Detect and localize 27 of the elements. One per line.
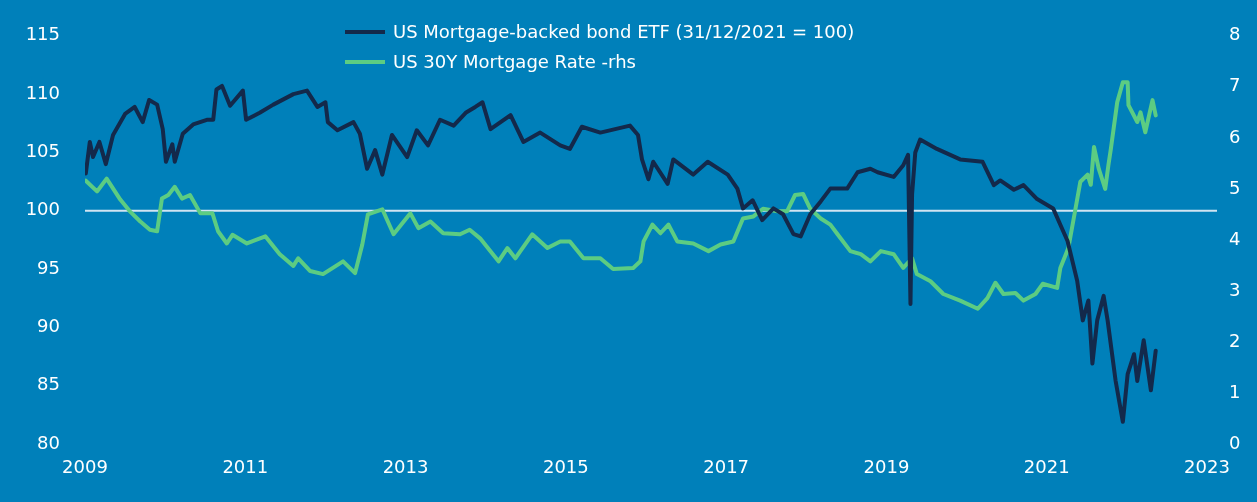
y-tick-label: 85: [37, 373, 60, 395]
y2-tick-label: 7: [1229, 74, 1241, 96]
y2-tick-label: 1: [1229, 380, 1241, 402]
y-tick-label: 95: [37, 256, 60, 278]
x-tick-label: 2013: [382, 456, 429, 478]
y-tick-label: 110: [25, 81, 60, 103]
x-tick-label: 2015: [542, 456, 589, 478]
y2-tick-label: 2: [1229, 329, 1241, 351]
legend-label: US Mortgage-backed bond ETF (31/12/2021 = 100): [393, 20, 855, 44]
y-tick-label: 80: [37, 431, 60, 453]
x-tick-label: 2009: [62, 456, 108, 478]
y2-tick-label: 0: [1229, 431, 1241, 453]
x-tick-label: 2011: [222, 456, 269, 478]
y2-tick-label: 3: [1229, 278, 1241, 300]
y-tick-label: 100: [25, 198, 60, 220]
y2-tick-label: 8: [1229, 23, 1241, 45]
y-tick-label: 105: [25, 140, 60, 162]
x-tick-label: 2019: [863, 456, 910, 478]
y2-tick-label: 4: [1229, 227, 1241, 249]
y2-tick-label: 6: [1229, 125, 1241, 147]
x-tick-label: 2017: [703, 456, 750, 478]
y-tick-label: 90: [37, 315, 60, 337]
y-tick-label: 115: [25, 23, 60, 45]
x-tick-label: 2021: [1023, 456, 1070, 478]
legend-label: US 30Y Mortgage Rate -rhs: [393, 50, 636, 74]
y2-tick-label: 5: [1229, 176, 1241, 198]
x-tick-label: 2023: [1184, 456, 1230, 478]
